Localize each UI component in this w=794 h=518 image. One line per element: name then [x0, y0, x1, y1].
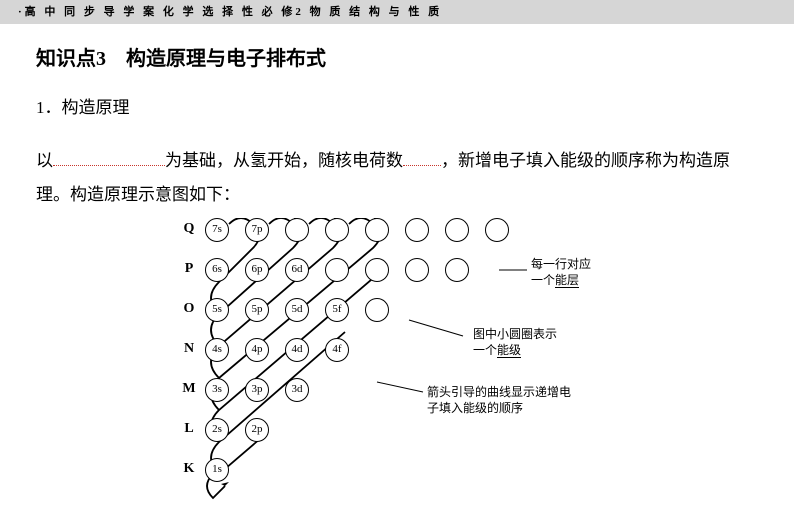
orbital-empty — [485, 218, 509, 242]
orbital-4p: 4p — [245, 338, 269, 362]
section-title: 知识点3 构造原理与电子排布式 — [36, 42, 758, 71]
orbital-4s: 4s — [205, 338, 229, 362]
orbital-4d: 4d — [285, 338, 309, 362]
orbital-7p: 7p — [245, 218, 269, 242]
aufbau-diagram: Q7s7pP6s6p6dO5s5p5d5fN4s4p4d4fM3s3p3dL2s… — [201, 218, 761, 518]
subsection-number: 1．构造原理 — [36, 93, 758, 118]
shell-label-N: N — [179, 341, 199, 357]
shell-label-K: K — [179, 461, 199, 477]
orbital-6p: 6p — [245, 258, 269, 282]
orbital-empty — [445, 258, 469, 282]
orbital-empty — [365, 258, 389, 282]
para-text-1: 以 — [36, 151, 53, 170]
orbital-5f: 5f — [325, 298, 349, 322]
shell-label-Q: Q — [179, 221, 199, 237]
orbital-2s: 2s — [205, 418, 229, 442]
orbital-6s: 6s — [205, 258, 229, 282]
orbital-empty — [365, 218, 389, 242]
aufbau-wave-path — [201, 218, 761, 518]
shell-label-P: P — [179, 261, 199, 277]
header-bar: ·高 中 同 步 导 学 案 化 学 选 择 性 必 修2 物 质 结 构 与 … — [0, 0, 794, 24]
orbital-5p: 5p — [245, 298, 269, 322]
orbital-3s: 3s — [205, 378, 229, 402]
orbital-empty — [405, 218, 429, 242]
fill-blank-2 — [403, 148, 441, 166]
orbital-empty — [445, 218, 469, 242]
orbital-empty — [365, 298, 389, 322]
orbital-empty — [325, 218, 349, 242]
orbital-4f: 4f — [325, 338, 349, 362]
shell-label-M: M — [179, 381, 199, 397]
content-area: 知识点3 构造原理与电子排布式 1．构造原理 以为基础，从氢开始，随核电荷数，新… — [0, 24, 794, 518]
shell-label-L: L — [179, 421, 199, 437]
orbital-6d: 6d — [285, 258, 309, 282]
orbital-1s: 1s — [205, 458, 229, 482]
orbital-empty — [285, 218, 309, 242]
orbital-empty — [325, 258, 349, 282]
shell-label-O: O — [179, 301, 199, 317]
paragraph: 以为基础，从氢开始，随核电荷数，新增电子填入能级的顺序称为构造原理。构造原理示意… — [36, 144, 758, 212]
orbital-5d: 5d — [285, 298, 309, 322]
orbital-3d: 3d — [285, 378, 309, 402]
orbital-3p: 3p — [245, 378, 269, 402]
orbital-2p: 2p — [245, 418, 269, 442]
fill-blank-1 — [53, 148, 165, 166]
orbital-5s: 5s — [205, 298, 229, 322]
orbital-empty — [405, 258, 429, 282]
para-text-2: 为基础，从氢开始，随核电荷数 — [165, 151, 403, 170]
orbital-7s: 7s — [205, 218, 229, 242]
